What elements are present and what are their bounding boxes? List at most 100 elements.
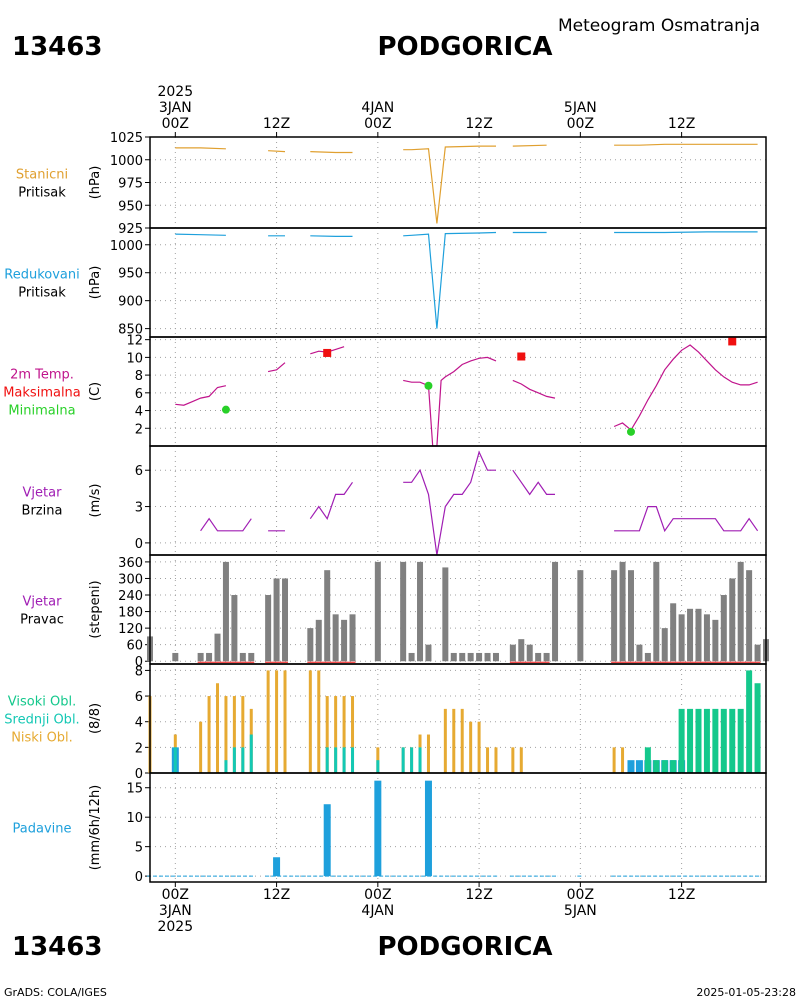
mid-cloud-bar: [224, 760, 228, 773]
footer-timestamp: 2025-01-05-23:28: [696, 986, 796, 999]
low-cloud-bar: [494, 747, 498, 773]
low-cloud-bar: [275, 670, 279, 773]
ytick-label: 60: [126, 639, 143, 654]
low-cloud-bar: [426, 734, 430, 773]
wind-direction-bar: [349, 614, 356, 662]
precip-bar: [273, 857, 281, 877]
low-cloud-bar: [511, 747, 515, 773]
panel-frame: [149, 227, 767, 338]
meteogram-subtitle: Meteogram Osmatranja: [558, 16, 760, 36]
low-cloud-bar: [232, 696, 236, 773]
bottom-date-label: 3JAN: [159, 903, 192, 919]
wind-direction-bar: [332, 614, 339, 662]
wind-direction-bar: [695, 608, 702, 662]
y-axis-label: (stepeni): [88, 580, 103, 638]
high-cloud-bar: [703, 708, 710, 773]
wind-direction-bar: [450, 652, 457, 662]
bottom-tick-label: 00Z: [162, 887, 189, 903]
top-date-label: 2025: [157, 84, 193, 100]
low-cloud-bar: [519, 747, 523, 773]
wind-direction-bar: [484, 652, 491, 662]
low-cloud-bar: [334, 696, 338, 773]
ytick-label: 12: [126, 334, 143, 349]
tmax-marker: [728, 337, 737, 346]
panel-label: Redukovani: [4, 268, 79, 283]
series-line: [175, 147, 226, 150]
wind-direction-bar: [476, 652, 483, 662]
panel-frame: [149, 136, 767, 229]
mid-cloud-bar: [173, 747, 177, 773]
ytick-label: 10: [126, 351, 143, 366]
low-cloud-bar: [266, 670, 270, 773]
bottom-tick-label: 00Z: [567, 887, 594, 903]
top-tick-label: 12Z: [465, 116, 492, 132]
ytick-label: 240: [118, 589, 143, 604]
wind-direction-bar: [703, 614, 710, 662]
wind-direction-bar: [417, 561, 424, 662]
bottom-tick-label: 00Z: [364, 887, 391, 903]
series-line: [200, 517, 252, 532]
series-line: [403, 145, 496, 224]
wind-direction-bar: [636, 644, 643, 662]
wind-direction-bar: [172, 652, 179, 662]
station-id-top: 13463: [12, 32, 102, 62]
top-tick-label: 00Z: [567, 116, 594, 132]
low-cloud-bar: [216, 683, 220, 773]
ytick-label: 180: [118, 606, 143, 621]
series-line: [310, 151, 353, 154]
panel-label: Visoki Obl.: [8, 695, 76, 710]
series-line: [403, 356, 497, 447]
tmax-marker: [323, 348, 332, 357]
mid-cloud-bar: [410, 747, 414, 773]
high-cloud-bar: [720, 708, 727, 773]
panel-label: Pritisak: [18, 186, 66, 201]
y-axis-label: (mm/6h/12h): [88, 785, 103, 871]
bottom-date-label: 2025: [157, 919, 193, 935]
high-cloud-bar: [687, 708, 694, 773]
mid-cloud-bar: [418, 747, 422, 773]
wind-direction-bar: [644, 652, 651, 662]
mid-cloud-bar: [241, 747, 245, 773]
station-id-bottom: 13463: [12, 932, 102, 962]
wind-direction-bar: [341, 619, 348, 662]
wind-direction-bar: [206, 652, 213, 662]
panel-padavine: 0 5 10 15 (mm/6h/12h) Padavine: [13, 772, 767, 885]
precip-bar: [323, 804, 331, 877]
high-cloud-bar: [754, 683, 761, 773]
bottom-date-label: 5JAN: [564, 903, 597, 919]
wind-direction-bar: [248, 652, 255, 662]
wind-direction-bar: [315, 619, 322, 662]
tmin-marker: [626, 427, 635, 436]
series-line: [309, 481, 353, 521]
precip-bar: [374, 780, 382, 877]
series-line: [512, 469, 555, 496]
series-line: [613, 344, 758, 431]
top-date-label: 3JAN: [159, 100, 192, 116]
precip-bar: [424, 780, 432, 877]
low-cloud-bar: [452, 708, 456, 773]
ytick-label: 3: [135, 501, 143, 516]
low-cloud-bar: [351, 696, 355, 773]
wind-direction-bar: [543, 652, 550, 662]
high-cloud-bar: [695, 708, 702, 773]
wind-direction-bar: [526, 644, 533, 662]
ytick-label: 0: [135, 870, 143, 885]
wind-direction-bar: [222, 561, 229, 662]
wind-direction-bar: [746, 570, 753, 662]
panel-label: Vjetar: [23, 486, 63, 501]
ytick-label: 8: [135, 369, 143, 384]
wind-direction-bar: [627, 570, 634, 662]
series-line: [512, 144, 547, 147]
high-cloud-bar: [670, 760, 677, 773]
wind-direction-bar: [324, 570, 331, 662]
mid-cloud-bar: [325, 747, 329, 773]
bottom-date-label: 4JAN: [361, 903, 394, 919]
ytick-label: 850: [118, 323, 143, 338]
mid-cloud-bar: [376, 760, 380, 773]
ytick-label: 1000: [110, 154, 143, 169]
ytick-label: 950: [118, 267, 143, 282]
wind-direction-bar: [720, 595, 727, 662]
series-line: [512, 379, 556, 399]
high-cloud-bar: [729, 708, 736, 773]
